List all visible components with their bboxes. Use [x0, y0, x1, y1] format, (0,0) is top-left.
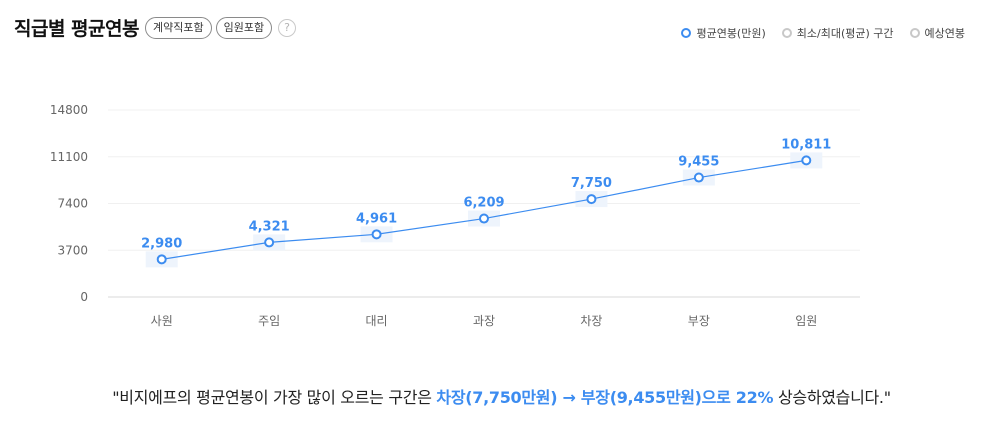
y-tick-label: 11100	[50, 150, 88, 164]
legend-circle-icon	[781, 28, 792, 38]
x-tick-label: 차장	[580, 314, 602, 328]
salary-line-chart: 0 3700 7400 11100 14800 사원 주임 대리 과장 차장 부장 임원 2,980 4,…	[50, 103, 860, 328]
y-tick-label: 3700	[57, 243, 88, 257]
y-tick-label: 7400	[57, 197, 88, 211]
data-label: 10,811	[781, 137, 831, 152]
y-tick-label: 0	[80, 290, 88, 304]
contract-included-chip[interactable]: 계약직포함	[144, 16, 212, 39]
legend-circle-icon	[909, 28, 920, 38]
data-point	[479, 213, 489, 224]
data-point	[371, 229, 382, 240]
data-point	[156, 254, 167, 265]
summary-highlight: 차장(7,750만원) → 부장(9,455만원)으로 22%	[436, 388, 774, 407]
data-point	[586, 194, 597, 205]
x-tick-label: 임원	[795, 314, 817, 328]
data-label: 4,961	[356, 211, 397, 226]
legend-label: 최소/최대(평균) 구간	[796, 27, 894, 40]
data-point	[264, 237, 275, 248]
x-tick-label: 사원	[151, 314, 173, 328]
summary-text: "비지에프의 평균연봉이 가장 많이 오르는 구간은 차장(7,750만원) →…	[0, 384, 1003, 408]
legend-circle-icon	[681, 28, 692, 38]
x-tick-label: 주임	[258, 314, 280, 328]
data-point	[693, 172, 704, 183]
data-label: 7,750	[571, 176, 612, 191]
data-label: 4,321	[249, 219, 290, 234]
summary-suffix: 상승하였습니다."	[773, 388, 891, 407]
data-label: 6,209	[463, 196, 504, 211]
help-icon[interactable]: ?	[278, 18, 297, 37]
chart-header: 직급별 평균연봉 계약직포함 임원포함 ?	[14, 14, 297, 41]
legend-item-expected[interactable]: 예상연봉	[909, 25, 965, 41]
chart-legend: 평균연봉(만원) 최소/최대(평균) 구간 예상연봉	[665, 25, 965, 41]
page-title: 직급별 평균연봉	[14, 18, 139, 40]
data-point	[801, 155, 812, 166]
legend-label: 예상연봉	[924, 27, 965, 40]
x-tick-label: 과장	[473, 314, 495, 328]
legend-item-min-max-range[interactable]: 최소/최대(평균) 구간	[781, 25, 894, 41]
data-label: 9,455	[678, 155, 719, 170]
summary-prefix: "비지에프의 평균연봉이 가장 많이 오르는 구간은	[112, 388, 437, 407]
x-tick-label: 부장	[688, 314, 710, 328]
x-tick-label: 대리	[366, 314, 388, 328]
executive-included-chip[interactable]: 임원포함	[215, 16, 273, 39]
legend-item-average[interactable]: 평균연봉(만원)	[681, 25, 766, 41]
legend-label: 평균연봉(만원)	[696, 27, 766, 40]
y-tick-label: 14800	[50, 103, 88, 117]
data-label: 2,980	[141, 236, 182, 251]
